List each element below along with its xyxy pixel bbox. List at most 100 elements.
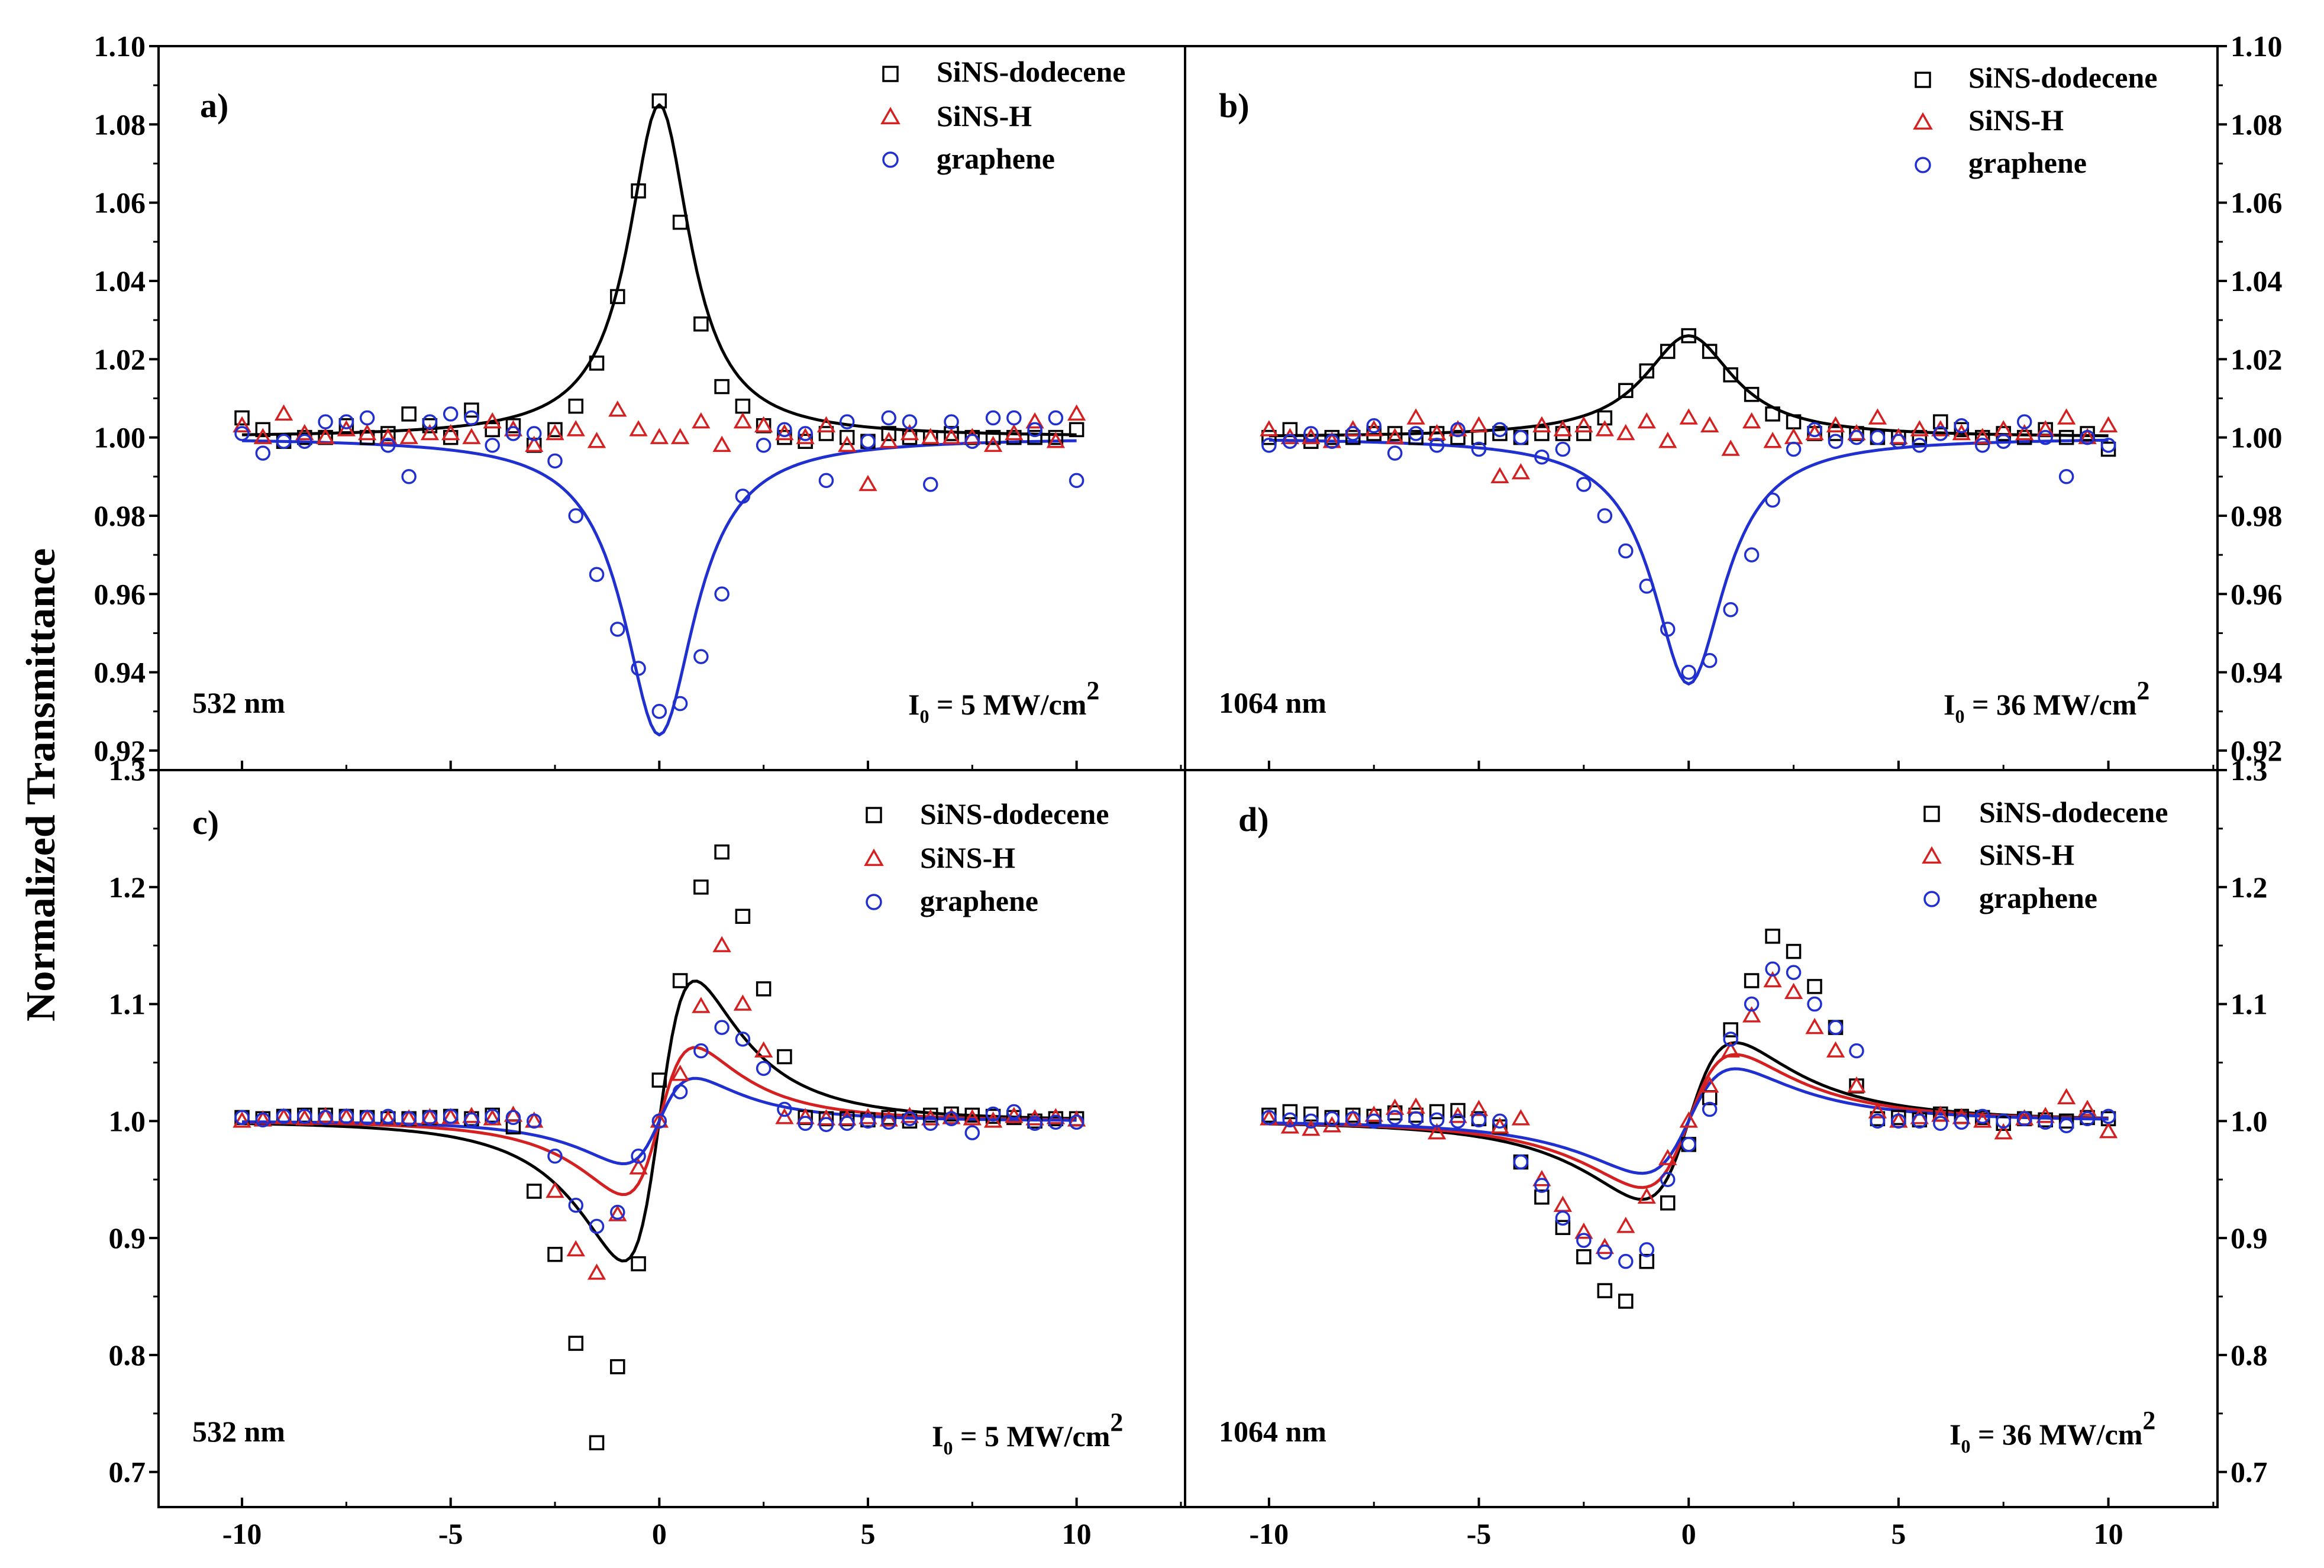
data-point-graphene — [589, 1218, 605, 1234]
data-point-sins-h — [1868, 1102, 1887, 1118]
legend-label-sins-dodecene: SiNS-dodecene — [920, 797, 1109, 830]
data-point-sins-dodecene — [464, 402, 479, 418]
panel-a-wavelength: 532 nm — [192, 686, 285, 719]
data-point-graphene — [1027, 422, 1042, 438]
data-point-sins-dodecene — [651, 93, 667, 109]
panel-a: 0.92 0.94 0.96 0.98 1.00 1.02 1.04 1.06 1.08 1.10 — [94, 30, 1182, 770]
data-point-sins-h — [1406, 408, 1425, 425]
data-point-graphene — [1702, 1101, 1718, 1117]
legend-marker-sins-h — [864, 848, 884, 867]
y-tick-label: 0.98 — [94, 499, 146, 532]
data-point-sins-h — [1386, 428, 1405, 444]
y-tick-label: 0.7 — [2231, 1456, 2268, 1489]
data-point-sins-h — [295, 423, 314, 441]
data-point-graphene — [1471, 441, 1487, 457]
data-point-sins-dodecene — [1933, 414, 1948, 429]
data-point-sins-dodecene — [1555, 1220, 1571, 1236]
data-point-graphene — [464, 410, 479, 426]
data-point-sins-h — [2078, 1100, 2097, 1116]
data-point-graphene — [1765, 961, 1780, 977]
data-point-graphene — [318, 1110, 333, 1126]
data-point-sins-dodecene — [944, 426, 959, 441]
data-point-graphene — [505, 1110, 521, 1126]
data-point-sins-h — [525, 435, 544, 452]
y-axis-title: Normalized Transmittance — [18, 548, 64, 1021]
data-point-sins-h — [1805, 1017, 1824, 1034]
data-point-graphene — [568, 508, 584, 523]
data-point-graphene — [1639, 578, 1655, 594]
data-point-sins-dodecene — [1828, 426, 1844, 441]
data-point-sins-dodecene — [1450, 1103, 1466, 1118]
data-point-sins-dodecene — [1576, 426, 1592, 441]
data-point-sins-dodecene — [1429, 1104, 1445, 1120]
data-point-sins-h — [692, 997, 711, 1013]
data-point-graphene — [1639, 1242, 1655, 1257]
data-point-graphene — [1702, 652, 1718, 668]
data-point-sins-h — [316, 428, 335, 444]
data-point-sins-h — [357, 423, 377, 441]
panel-d-intensity-value: 36 MW/cm — [2002, 1418, 2142, 1451]
data-point-graphene — [1069, 473, 1084, 489]
data-point-sins-dodecene — [485, 422, 500, 438]
data-point-graphene — [1912, 1113, 1928, 1129]
data-point-graphene — [1387, 445, 1403, 461]
legend-label-sins-h: SiNS-H — [937, 99, 1032, 132]
data-point-graphene — [1282, 1112, 1298, 1128]
data-point-graphene — [1345, 426, 1361, 441]
data-point-graphene — [1429, 1112, 1445, 1128]
y-tick-label: 1.1 — [2231, 988, 2268, 1021]
data-point-graphene — [672, 696, 688, 712]
data-point-sins-dodecene — [338, 418, 354, 434]
data-point-graphene — [401, 469, 417, 484]
data-point-graphene — [568, 1197, 584, 1213]
panel-a-legend: SiNS-dodecene SiNS-H graphene — [937, 55, 1125, 175]
legend-marker-graphene — [1923, 891, 1940, 907]
y-tick-label: 0.92 — [2231, 734, 2283, 767]
data-point-graphene — [944, 414, 959, 429]
data-point-sins-h — [1511, 463, 1531, 480]
panel-b-letter: b) — [1219, 86, 1250, 125]
plots: 0.920.940.960.981.001.021.041.061.081.10… — [94, 30, 2283, 1550]
data-point-sins-dodecene — [1660, 344, 1676, 359]
data-point-graphene — [1345, 1111, 1361, 1127]
data-point-graphene — [610, 1204, 625, 1220]
legend-marker-sins-dodecene — [1915, 72, 1931, 88]
x-tick-label: -10 — [1250, 1517, 1289, 1550]
data-point-sins-dodecene — [589, 355, 605, 371]
data-point-sins-h — [754, 1041, 773, 1058]
data-point-sins-dodecene — [1534, 1189, 1550, 1205]
data-point-graphene — [1513, 429, 1529, 445]
data-point-graphene — [1303, 1113, 1319, 1129]
data-point-sins-h — [1364, 420, 1383, 437]
data-point-graphene — [1492, 422, 1508, 438]
panel-d: -10 -5 0 5 10 0.7 0.8 0.9 1.0 1.1 1.2 1.3 — [1250, 754, 2268, 1550]
data-point-sins-dodecene — [1618, 1294, 1634, 1309]
data-point-sins-h — [712, 435, 731, 452]
panel-b-legend: SiNS-dodecene SiNS-H graphene — [1968, 61, 2157, 179]
data-point-sins-h — [1595, 420, 1615, 437]
data-point-sins-h — [546, 423, 564, 441]
data-point-sins-h — [816, 416, 836, 433]
y-tick-label: 1.10 — [2231, 30, 2283, 63]
data-point-graphene — [1891, 1113, 1906, 1129]
data-point-graphene — [777, 422, 792, 438]
data-point-sins-h — [1973, 428, 1992, 444]
y-tick-label: 1.06 — [2231, 186, 2283, 219]
data-point-graphene — [318, 414, 333, 429]
y-tick-label: 1.2 — [2231, 871, 2268, 904]
data-point-graphene — [1807, 996, 1822, 1012]
data-point-sins-dodecene — [2058, 429, 2074, 445]
data-point-sins-dodecene — [1723, 1022, 1738, 1037]
data-point-graphene — [902, 414, 918, 429]
data-point-sins-h — [2036, 420, 2055, 437]
data-point-sins-h — [733, 412, 753, 429]
data-point-sins-h — [1532, 1170, 1551, 1186]
data-point-sins-dodecene — [1618, 383, 1634, 398]
legend-label-sins-h: SiNS-H — [1968, 104, 2064, 137]
data-point-graphene — [297, 434, 312, 449]
data-point-sins-dodecene — [714, 844, 730, 860]
legend-marker-sins-dodecene — [882, 66, 899, 82]
data-point-sins-h — [1469, 416, 1489, 433]
data-point-sins-h — [608, 1205, 627, 1221]
panel-d-legend: SiNS-dodecene SiNS-H graphene — [1979, 796, 2168, 914]
